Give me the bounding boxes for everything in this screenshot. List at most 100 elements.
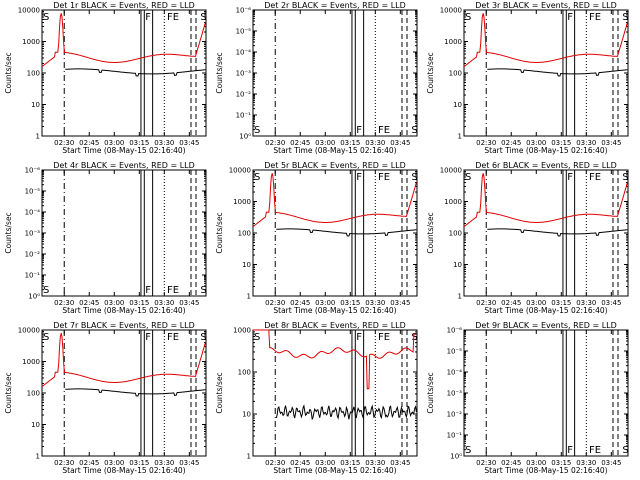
flag-label: F	[145, 285, 151, 296]
panel-title: Det 8r BLACK = Events, RED = LLD	[264, 321, 406, 330]
x-tick-label: 03:00	[104, 299, 124, 307]
flag-label: S	[465, 445, 471, 456]
x-tick-label: 03:45	[390, 299, 410, 307]
x-axis-label: Start Time (08-May-15 02:16:40)	[62, 146, 185, 155]
y-tick-label: 10⁻¹	[236, 112, 252, 120]
x-tick-label: 03:15	[340, 299, 360, 307]
y-tick-label: 1000	[233, 327, 251, 335]
y-tick-label: 10⁻⁴	[25, 209, 41, 217]
x-tick-label: 03:15	[551, 139, 571, 147]
y-tick-label: 100	[238, 230, 251, 238]
x-tick-label: 02:30	[265, 459, 285, 467]
y-tick-label: 10⁻³	[25, 230, 41, 238]
flag-label: S	[411, 332, 417, 343]
y-tick-label: 1	[36, 133, 40, 141]
y-tick-label: 100	[27, 390, 40, 398]
flag-label: F	[356, 125, 362, 136]
flag-label: F	[145, 12, 151, 23]
y-tick-label: 10	[31, 421, 40, 429]
y-tick-label: 10⁻⁶	[447, 327, 463, 335]
y-tick-label: 1000	[444, 38, 462, 46]
y-axis-label: Counts/sec	[215, 212, 224, 253]
y-tick-label: 100	[238, 369, 251, 377]
y-tick-label: 10⁻¹	[25, 272, 41, 280]
events-series-line	[65, 388, 206, 397]
x-axis-label: Start Time (08-May-15 02:16:40)	[62, 466, 185, 475]
x-tick-label: 03:15	[340, 459, 360, 467]
plot-frame	[41, 169, 207, 297]
x-axis-label: Start Time (08-May-15 02:16:40)	[273, 466, 396, 475]
y-tick-label: 10000	[18, 327, 40, 335]
y-tick-label: 10⁻⁴	[236, 49, 252, 57]
events-series-line	[487, 228, 628, 237]
plot-frame	[41, 329, 207, 457]
y-tick-label: 100	[449, 70, 462, 78]
flag-label: FE	[167, 12, 179, 23]
x-tick-label: 03:15	[551, 459, 571, 467]
y-tick-label: 10⁻³	[447, 390, 463, 398]
x-tick-label: 03:15	[129, 299, 149, 307]
flag-label: S	[465, 12, 471, 23]
x-tick-label: 03:45	[601, 299, 621, 307]
panel-title: Det 5r BLACK = Events, RED = LLD	[264, 161, 406, 170]
y-axis-label: Counts/sec	[426, 212, 435, 253]
flag-label: FE	[167, 332, 179, 343]
x-tick-label: 02:30	[265, 299, 285, 307]
panel-det-4: Det 4r BLACK = Events, RED = LLD 10⁰ 10⁻¹ 1…	[4, 161, 207, 315]
y-tick-label: 10⁰	[450, 453, 462, 461]
flag-label: FE	[378, 125, 390, 136]
x-tick-label: 02:30	[476, 459, 496, 467]
x-tick-label: 03:00	[104, 139, 124, 147]
x-axis-label: Start Time (08-May-15 02:16:40)	[484, 466, 607, 475]
x-tick-label: 03:00	[526, 459, 546, 467]
events-series-line	[487, 68, 628, 77]
y-tick-label: 10000	[440, 7, 462, 15]
x-tick-label: 02:30	[54, 459, 74, 467]
y-tick-label: 10⁻⁴	[447, 369, 463, 377]
y-tick-label: 10⁻⁶	[236, 7, 252, 15]
x-tick-label: 03:15	[340, 139, 360, 147]
x-tick-label: 03:45	[390, 459, 410, 467]
flag-label: S	[622, 12, 628, 23]
panel-det-2: Det 2r BLACK = Events, RED = LLD 10⁰ 10⁻¹ 1…	[215, 1, 418, 155]
y-tick-label: 1000	[444, 198, 462, 206]
flag-label: S	[254, 125, 260, 136]
y-tick-label: 10⁻⁵	[25, 188, 41, 196]
y-axis-label: Counts/sec	[426, 52, 435, 93]
x-tick-label: 03:15	[551, 299, 571, 307]
events-series-line	[275, 404, 417, 420]
plot-frame	[463, 329, 629, 457]
x-tick-label: 03:45	[601, 459, 621, 467]
flag-label: S	[200, 285, 206, 296]
x-tick-label: 03:00	[315, 299, 335, 307]
plot-frame	[252, 329, 418, 457]
flag-label: FE	[378, 332, 390, 343]
y-tick-label: 10⁻⁵	[447, 348, 463, 356]
plot-frame	[41, 9, 207, 137]
flag-label: FE	[589, 12, 601, 23]
flag-label: S	[465, 172, 471, 183]
flag-label: FE	[589, 172, 601, 183]
y-tick-label: 10	[453, 261, 462, 269]
y-axis-label: Counts/sec	[4, 52, 13, 93]
x-tick-label: 02:45	[79, 459, 99, 467]
panel-det-1: Det 1r BLACK = Events, RED = LLD 1 10 100 10…	[4, 1, 207, 155]
x-tick-label: 03:30	[576, 139, 596, 147]
panel-title: Det 4r BLACK = Events, RED = LLD	[53, 161, 195, 170]
y-tick-label: 1	[36, 453, 40, 461]
lld-series-line	[41, 332, 206, 388]
x-tick-label: 02:45	[79, 299, 99, 307]
y-tick-label: 10⁻⁵	[236, 28, 252, 36]
y-tick-label: 1	[247, 293, 251, 301]
flag-label: S	[254, 172, 260, 183]
plot-frame	[463, 9, 629, 137]
y-tick-label: 1	[458, 293, 462, 301]
panel-det-8: Det 8r BLACK = Events, RED = LLD 1 10 100 10…	[215, 321, 418, 475]
y-tick-label: 1000	[22, 358, 40, 366]
panel-title: Det 2r BLACK = Events, RED = LLD	[264, 1, 406, 10]
x-tick-label: 02:45	[501, 139, 521, 147]
y-tick-label: 10000	[229, 167, 251, 175]
panel-title: Det 3r BLACK = Events, RED = LLD	[475, 1, 617, 10]
y-tick-label: 1	[247, 453, 251, 461]
x-tick-label: 03:00	[526, 139, 546, 147]
